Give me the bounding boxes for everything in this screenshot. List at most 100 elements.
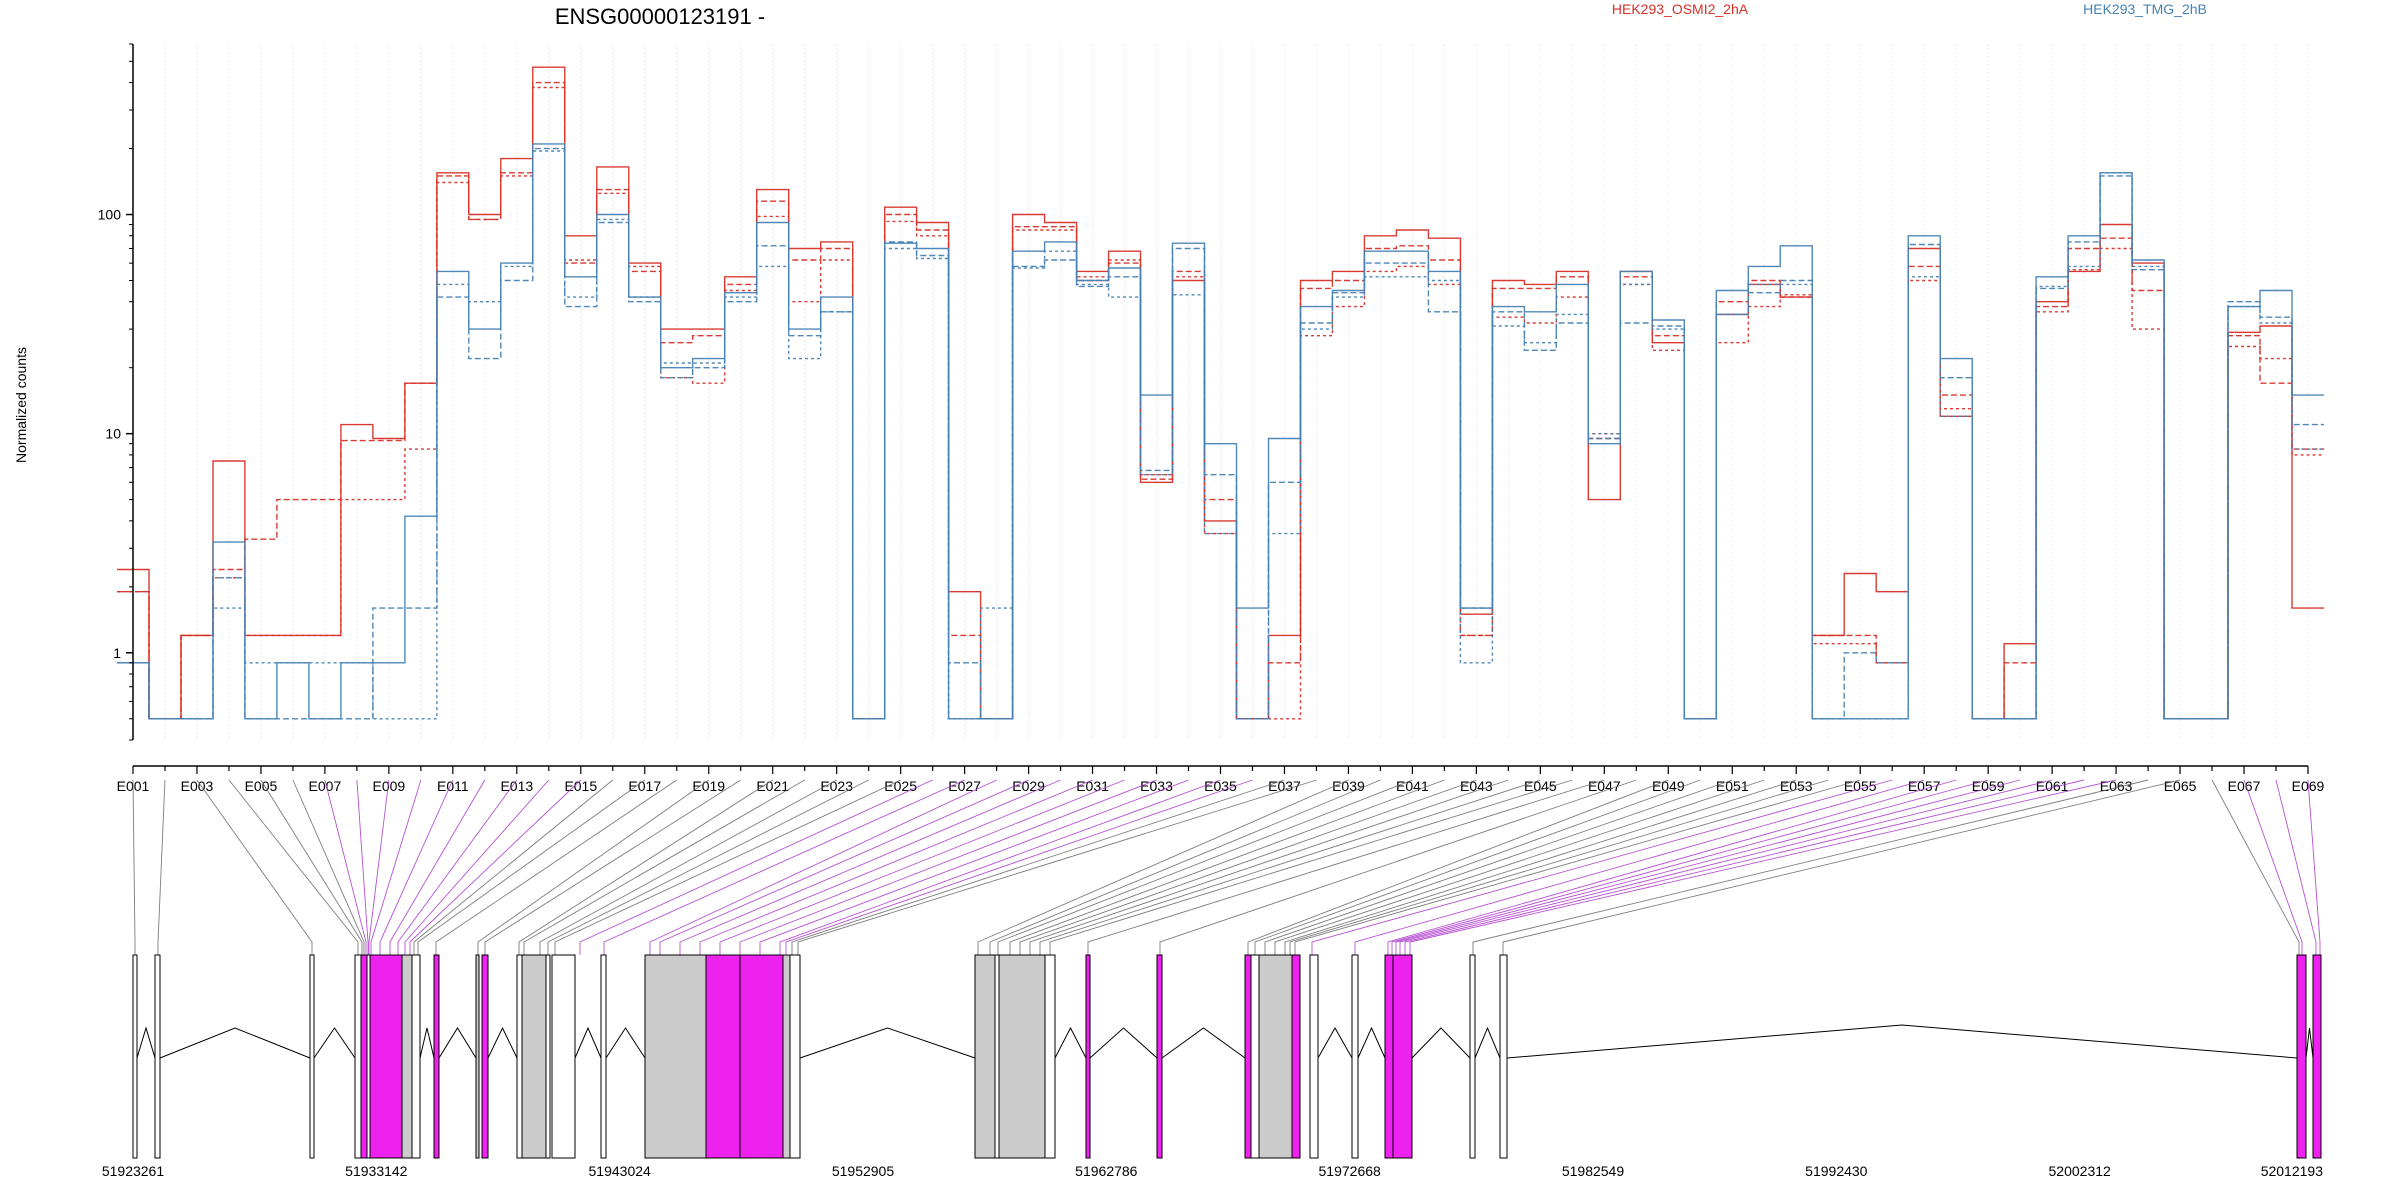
genomic-coordinate-label: 51982549 <box>1562 1163 1625 1179</box>
legend-label-tmg: HEK293_TMG_2hB <box>2083 1 2207 17</box>
x-tick-label: E049 <box>1652 778 1685 794</box>
exon-connector <box>1472 779 2149 955</box>
exon-block <box>1085 954 1091 1159</box>
intron-line <box>136 1026 156 1059</box>
exon-connector <box>1289 779 1829 955</box>
exon-connector <box>1294 779 1861 955</box>
genomic-coordinate-label: 51962786 <box>1075 1163 1138 1179</box>
exon-connector <box>739 779 1157 955</box>
exon-block <box>2312 954 2322 1159</box>
exon-block <box>433 954 440 1159</box>
exon-connector <box>1009 779 1445 955</box>
exon-connector <box>2243 779 2303 955</box>
exon-block <box>132 954 138 1159</box>
exon-connector <box>368 779 390 955</box>
exon-connector <box>1311 779 1893 955</box>
exon-connector <box>379 779 454 955</box>
x-tick-label: E065 <box>2164 778 2197 794</box>
exon-connector <box>356 779 369 955</box>
exon-connector <box>228 779 359 955</box>
exon-block <box>475 954 480 1159</box>
exon-block <box>354 954 362 1159</box>
exon-connector <box>389 779 486 955</box>
exon-connector <box>370 779 422 955</box>
exon-connector <box>539 779 837 955</box>
intron-line <box>1161 1027 1246 1059</box>
x-tick-label: E041 <box>1396 778 1429 794</box>
exon-connector <box>404 779 550 955</box>
exon-block <box>1499 954 1508 1159</box>
exon-connector <box>1247 779 1669 955</box>
exon-connector <box>797 779 1317 955</box>
genomic-coordinate-label: 51933142 <box>345 1163 408 1179</box>
intron-line <box>1317 1026 1353 1059</box>
intron-line <box>605 1027 646 1059</box>
exon-block <box>1309 954 1319 1159</box>
exon-block <box>789 954 801 1159</box>
exon-connector <box>989 779 1381 955</box>
exon-block <box>551 954 576 1159</box>
legend-label-osmi2: HEK293_OSMI2_2hA <box>1612 1 1749 17</box>
gene-model-track <box>132 954 2322 1159</box>
exon-block <box>481 954 489 1159</box>
exon-connector <box>2307 779 2321 955</box>
exon-connector <box>518 779 773 955</box>
exon-connector <box>1284 779 1797 955</box>
exon-connector <box>1264 779 1733 955</box>
exon-connector <box>1029 779 1509 955</box>
exon-connector <box>409 779 582 955</box>
x-tick-label: E047 <box>1588 778 1621 794</box>
exon-block <box>516 954 523 1159</box>
x-tick-label: E031 <box>1076 778 1109 794</box>
exon-block <box>360 954 368 1159</box>
exon-connector <box>523 779 805 955</box>
x-tick-label: E021 <box>756 778 789 794</box>
x-axis: E001 E003 E005 E007 E009 E011 E013 E015 E017 E019… <box>117 765 2325 794</box>
genomic-coordinate-label: 51972668 <box>1319 1163 1382 1179</box>
exon-connector <box>132 779 136 955</box>
x-tick-label: E037 <box>1268 778 1301 794</box>
exon-block <box>154 954 161 1159</box>
genomic-coordinate-label: 51992430 <box>1805 1163 1868 1179</box>
x-tick-label: E067 <box>2228 778 2261 794</box>
x-tick-label: E033 <box>1140 778 1173 794</box>
exon-connector <box>1354 779 1925 955</box>
intron-line <box>1357 1026 1386 1059</box>
x-tick-label: E043 <box>1460 778 1493 794</box>
exon-block <box>600 954 607 1159</box>
x-tick-label: E009 <box>373 778 406 794</box>
exon-block <box>1351 954 1359 1159</box>
exon-block <box>309 954 315 1159</box>
chart-title: ENSG00000123191 - <box>555 4 765 29</box>
intron-line <box>799 1027 976 1059</box>
exon-block <box>1258 954 1293 1159</box>
exon-connector <box>1039 779 1541 955</box>
x-tick-label: E015 <box>564 778 597 794</box>
exon-block <box>411 954 421 1159</box>
exon-connector <box>196 779 313 955</box>
x-tick-label: E013 <box>500 778 533 794</box>
exon-connector <box>579 779 933 955</box>
series-line-HEK293_TMG_2hB-rep2 <box>117 147 2324 720</box>
exon-connector <box>1254 779 1701 955</box>
exon-block <box>521 954 547 1159</box>
genomic-coordinate-label: 51923261 <box>102 1163 165 1179</box>
exon-connector <box>1404 779 2085 955</box>
x-tick-label: E019 <box>692 778 725 794</box>
x-tick-label: E017 <box>628 778 661 794</box>
x-tick-label: E007 <box>309 778 342 794</box>
intron-line <box>1089 1027 1158 1059</box>
x-tick-label: E053 <box>1780 778 1813 794</box>
x-tick-label: E005 <box>245 778 278 794</box>
intron-line <box>2305 1027 2314 1059</box>
exon-connector <box>2211 779 2300 955</box>
exon-block <box>974 954 996 1159</box>
exon-connector <box>997 779 1413 955</box>
exon-block <box>739 954 784 1159</box>
y-tick-label: 10 <box>105 426 121 442</box>
exon-connector <box>977 779 1349 955</box>
exon-block <box>644 954 707 1159</box>
y-tick-label: 100 <box>98 207 122 223</box>
exon-connector <box>1019 779 1477 955</box>
